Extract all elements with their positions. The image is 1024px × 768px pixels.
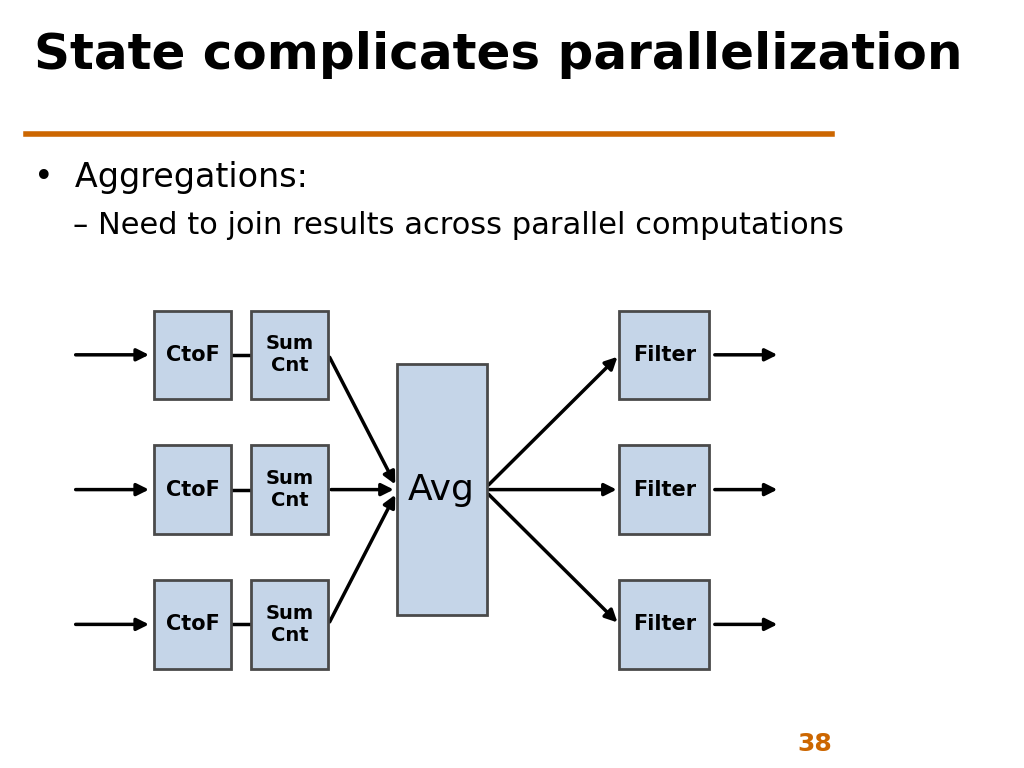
Text: Sum
Cnt: Sum Cnt: [265, 334, 313, 376]
Text: Sum
Cnt: Sum Cnt: [265, 604, 313, 645]
Text: CtoF: CtoF: [166, 345, 220, 365]
Text: Filter: Filter: [633, 479, 696, 500]
Text: State complicates parallelization: State complicates parallelization: [34, 31, 963, 79]
Text: Filter: Filter: [633, 345, 696, 365]
FancyBboxPatch shape: [620, 310, 710, 399]
Text: Sum
Cnt: Sum Cnt: [265, 469, 313, 510]
Text: •  Aggregations:: • Aggregations:: [34, 161, 308, 194]
FancyBboxPatch shape: [251, 581, 329, 668]
Text: Filter: Filter: [633, 614, 696, 634]
Text: 38: 38: [797, 733, 831, 756]
FancyBboxPatch shape: [251, 445, 329, 534]
Text: CtoF: CtoF: [166, 614, 220, 634]
Text: – Need to join results across parallel computations: – Need to join results across parallel c…: [73, 211, 844, 240]
FancyBboxPatch shape: [620, 445, 710, 534]
FancyBboxPatch shape: [396, 364, 486, 615]
FancyBboxPatch shape: [155, 310, 231, 399]
FancyBboxPatch shape: [155, 445, 231, 534]
Text: CtoF: CtoF: [166, 479, 220, 500]
FancyBboxPatch shape: [620, 581, 710, 668]
Text: Avg: Avg: [409, 472, 475, 507]
FancyBboxPatch shape: [155, 581, 231, 668]
FancyBboxPatch shape: [251, 310, 329, 399]
